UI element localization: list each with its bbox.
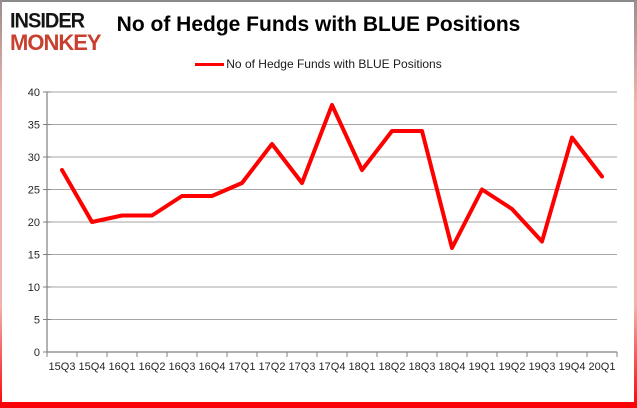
frame-top-border <box>0 0 637 2</box>
svg-text:16Q1: 16Q1 <box>109 361 136 373</box>
series-line <box>60 103 604 250</box>
svg-text:25: 25 <box>28 185 40 197</box>
chart-legend: No of Hedge Funds with BLUE Positions <box>0 57 637 71</box>
svg-text:17Q3: 17Q3 <box>289 361 316 373</box>
svg-text:15Q3: 15Q3 <box>49 361 76 373</box>
insider-monkey-logo: INSIDER MONKEY <box>10 9 102 56</box>
svg-text:35: 35 <box>28 120 40 132</box>
svg-text:19Q3: 19Q3 <box>529 361 556 373</box>
svg-text:15: 15 <box>28 250 40 262</box>
svg-text:16Q2: 16Q2 <box>139 361 166 373</box>
chart-title: No of Hedge Funds with BLUE Positions <box>116 13 521 36</box>
gridlines <box>47 91 617 320</box>
svg-text:18Q2: 18Q2 <box>379 361 406 373</box>
svg-text:20: 20 <box>28 217 40 229</box>
svg-text:17Q1: 17Q1 <box>229 361 256 373</box>
logo-insider-text: INSIDER <box>10 9 85 33</box>
svg-text:16Q4: 16Q4 <box>199 361 226 373</box>
svg-text:18Q3: 18Q3 <box>409 361 436 373</box>
x-tick-labels: 15Q3 15Q4 16Q1 16Q2 16Q3 16Q4 17Q1 17Q2 17Q3 17Q4… <box>46 352 618 373</box>
legend-label: No of Hedge Funds with BLUE Positions <box>226 57 442 71</box>
svg-text:40: 40 <box>28 87 40 99</box>
svg-text:17Q2: 17Q2 <box>259 361 286 373</box>
svg-text:10: 10 <box>28 282 40 294</box>
svg-text:19Q4: 19Q4 <box>559 361 586 373</box>
svg-text:20Q1: 20Q1 <box>589 361 616 373</box>
y-tick-labels: 0 5 10 15 20 25 30 35 40 <box>28 87 51 359</box>
svg-text:30: 30 <box>28 152 40 164</box>
svg-text:17Q4: 17Q4 <box>319 361 346 373</box>
legend-line-icon <box>195 62 225 66</box>
frame-bottom-border <box>0 402 637 408</box>
svg-text:19Q2: 19Q2 <box>499 361 526 373</box>
svg-text:16Q3: 16Q3 <box>169 361 196 373</box>
svg-text:5: 5 <box>34 315 40 327</box>
logo-monkey-text: MONKEY <box>10 29 102 56</box>
frame-left-border <box>0 0 2 408</box>
frame-right-border <box>634 0 637 408</box>
svg-text:15Q4: 15Q4 <box>79 361 106 373</box>
svg-text:18Q4: 18Q4 <box>439 361 466 373</box>
svg-text:0: 0 <box>34 347 40 359</box>
svg-text:19Q1: 19Q1 <box>469 361 496 373</box>
svg-text:18Q1: 18Q1 <box>349 361 376 373</box>
